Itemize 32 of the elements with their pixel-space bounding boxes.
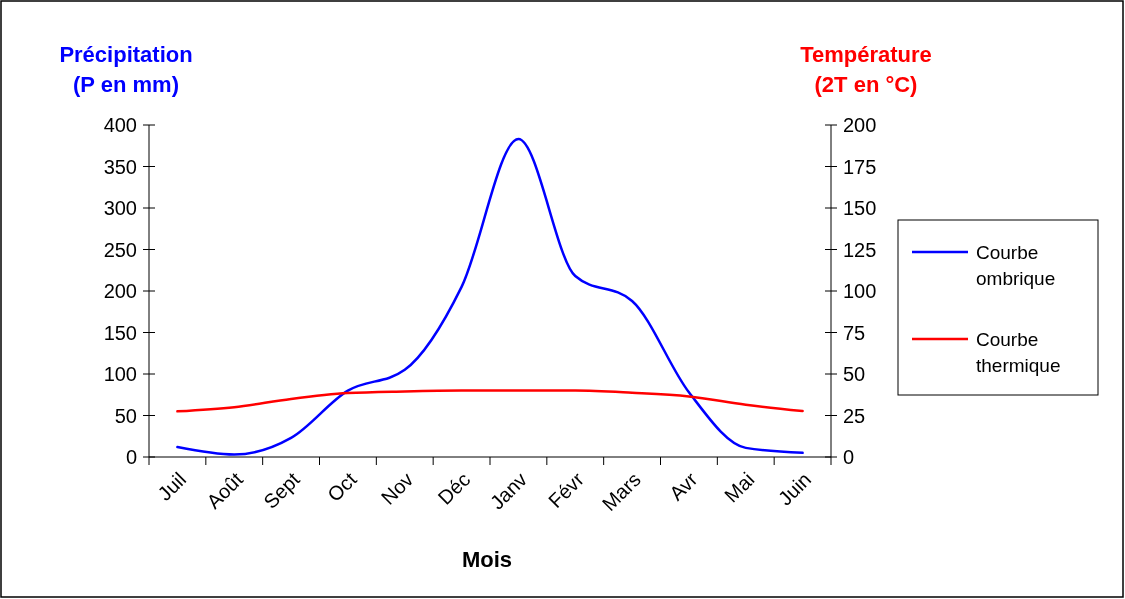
y-axis-title: Précipitation (P en mm) [59, 42, 193, 97]
x-tick-label: Déc [433, 468, 475, 509]
x-tick-label: Juil [153, 468, 191, 505]
legend-label: Courbe thermique [976, 328, 1061, 376]
y2-tick-label: 75 [843, 321, 866, 344]
y-tick-label: 200 [103, 280, 137, 302]
x-tick-label: Juin [773, 468, 816, 510]
y2-tick-label: 175 [843, 155, 877, 178]
legend-label: Courbe ombrique [976, 241, 1056, 289]
y2-tick-label: 50 [843, 363, 866, 385]
y-tick-label: 50 [114, 404, 137, 427]
y2-tick-label: 125 [843, 238, 877, 261]
line-series [176, 389, 804, 413]
y2-tick-label: 25 [843, 404, 866, 427]
y-tick-label: 250 [103, 238, 137, 261]
y2-tick-label: 150 [843, 197, 877, 219]
y2-tick-label: 200 [843, 114, 877, 136]
y-tick-label: 300 [103, 197, 137, 219]
y2-tick-label: 0 [843, 446, 855, 468]
x-tick-label: Avr [665, 467, 702, 505]
y-tick-label: 0 [125, 446, 137, 468]
y-tick-label: 150 [103, 321, 137, 344]
y-tick-label: 350 [103, 155, 137, 178]
line-series [176, 137, 804, 456]
y-tick-label: 400 [103, 114, 137, 136]
x-tick-label: Mai [720, 468, 759, 507]
y2-axis-title: Température (2T en °C) [800, 42, 932, 97]
y2-tick-label: 100 [843, 280, 877, 302]
y-tick-label: 100 [103, 363, 137, 385]
x-axis-title: Mois [461, 547, 513, 572]
x-tick-label: Oct [323, 467, 361, 506]
x-tick-label: Nov [376, 468, 418, 509]
